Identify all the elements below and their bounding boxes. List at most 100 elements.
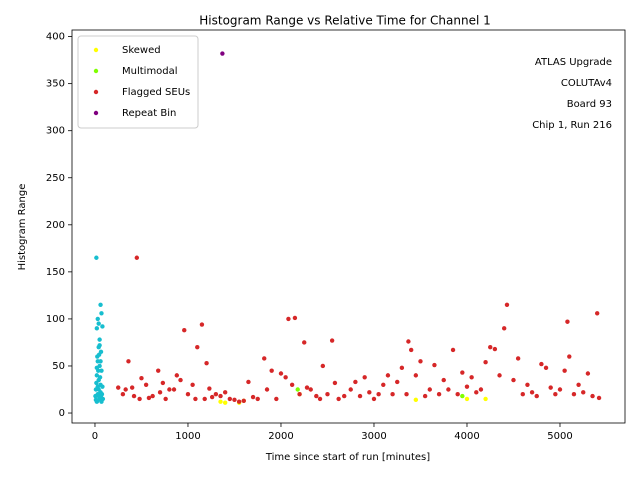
point xyxy=(576,382,581,387)
point xyxy=(264,387,270,392)
y-tick-label: 350 xyxy=(46,79,65,90)
point xyxy=(427,387,432,392)
plot-frame xyxy=(71,29,626,424)
point xyxy=(297,392,302,397)
point xyxy=(594,311,600,316)
point xyxy=(95,398,100,403)
point xyxy=(553,392,558,397)
point xyxy=(406,339,411,344)
point xyxy=(220,51,225,56)
legend-marker xyxy=(93,110,99,116)
legend-label: Skewed xyxy=(122,45,161,56)
point xyxy=(565,319,570,324)
point xyxy=(193,396,198,402)
point xyxy=(497,373,502,378)
annotation: Chip 1, Run 216 xyxy=(532,120,612,131)
point xyxy=(137,396,142,402)
point xyxy=(525,382,530,387)
legend-marker xyxy=(93,89,99,95)
point xyxy=(376,392,381,397)
point xyxy=(98,359,103,364)
point xyxy=(418,359,423,364)
point xyxy=(246,379,251,385)
point xyxy=(441,377,446,383)
y-tick-label: 200 xyxy=(46,220,65,231)
point xyxy=(227,396,233,402)
point xyxy=(336,396,341,402)
point xyxy=(218,399,223,404)
point xyxy=(134,255,140,260)
point xyxy=(190,382,195,387)
point xyxy=(160,380,166,386)
point xyxy=(232,397,237,403)
point xyxy=(469,375,474,380)
point xyxy=(129,385,135,390)
point xyxy=(317,396,323,402)
point xyxy=(585,371,591,376)
point xyxy=(367,390,372,395)
point xyxy=(250,394,256,400)
point xyxy=(464,396,470,402)
point xyxy=(357,393,363,399)
point xyxy=(390,392,395,397)
point xyxy=(501,326,507,331)
point xyxy=(534,393,539,399)
point xyxy=(204,360,209,366)
point xyxy=(218,393,223,399)
x-tick-label: 5000 xyxy=(547,431,572,442)
legend-label: Multimodal xyxy=(122,66,178,77)
point xyxy=(171,387,177,392)
point xyxy=(157,390,163,395)
point xyxy=(199,322,205,327)
annotation: COLUTAv4 xyxy=(561,78,612,89)
point xyxy=(590,393,595,399)
point xyxy=(99,368,104,373)
point xyxy=(304,385,310,390)
point xyxy=(511,377,516,383)
point xyxy=(99,311,104,316)
point xyxy=(139,376,144,381)
point xyxy=(515,356,521,361)
point xyxy=(126,359,131,364)
point xyxy=(150,393,155,399)
point xyxy=(581,390,586,395)
y-tick-label: 100 xyxy=(46,314,65,325)
legend-label: Flagged SEUs xyxy=(122,87,190,98)
point xyxy=(207,386,212,391)
point xyxy=(483,396,488,402)
point xyxy=(98,394,104,400)
point xyxy=(289,382,295,387)
legend-box xyxy=(77,35,199,129)
point xyxy=(325,392,330,397)
point xyxy=(548,385,553,390)
point xyxy=(274,396,279,402)
point xyxy=(209,394,215,400)
point xyxy=(94,365,100,371)
point xyxy=(332,380,338,386)
point xyxy=(100,324,105,329)
point xyxy=(413,373,419,378)
y-axis-label: Histogram Range xyxy=(17,184,28,271)
point xyxy=(543,365,549,371)
point xyxy=(464,384,470,389)
point xyxy=(156,368,161,373)
point xyxy=(116,385,121,390)
point xyxy=(529,390,535,395)
point xyxy=(94,255,99,260)
x-tick-label: 3000 xyxy=(361,431,386,442)
point xyxy=(93,393,98,399)
point xyxy=(474,390,479,395)
point xyxy=(94,373,100,378)
point xyxy=(520,392,525,397)
point xyxy=(98,302,103,307)
point xyxy=(167,387,172,392)
x-axis-label: Time since start of run [minutes] xyxy=(265,452,430,463)
point xyxy=(241,398,246,403)
point xyxy=(286,316,291,322)
point xyxy=(329,338,335,343)
point xyxy=(295,387,300,392)
point xyxy=(96,352,102,357)
point xyxy=(436,392,442,397)
point xyxy=(455,392,460,397)
point xyxy=(320,363,326,369)
